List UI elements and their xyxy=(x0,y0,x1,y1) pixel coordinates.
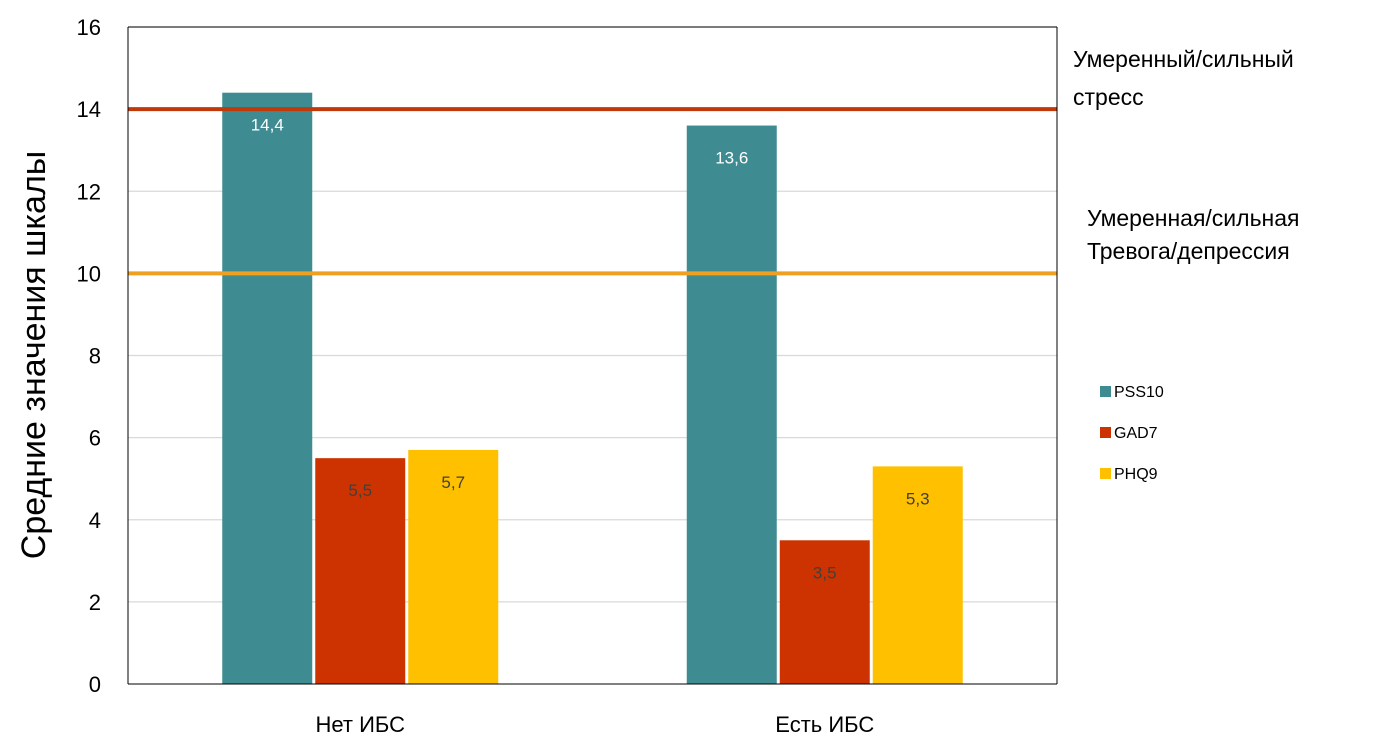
legend-swatch-phq9 xyxy=(1100,468,1111,479)
y-tick-label: 10 xyxy=(77,261,101,286)
y-axis-label: Средние значения шкалы xyxy=(15,151,53,559)
data-label: 5,5 xyxy=(348,481,372,500)
bar-gad7 xyxy=(315,458,406,684)
reference-line-label: стресс xyxy=(1073,84,1144,110)
legend-label: PSS10 xyxy=(1114,384,1164,401)
legend-swatch-gad7 xyxy=(1100,427,1111,438)
x-category-labels: Нет ИБС Есть ИБС xyxy=(316,712,875,737)
y-tick-labels: 0 2 4 6 8 10 12 14 16 xyxy=(77,15,101,697)
data-label: 5,7 xyxy=(441,473,465,492)
bar-gad7 xyxy=(779,540,870,684)
data-label: 3,5 xyxy=(813,563,837,582)
x-category-label: Есть ИБС xyxy=(775,712,874,737)
y-tick-label: 0 xyxy=(89,672,101,697)
data-label: 5,3 xyxy=(906,489,930,508)
data-label: 14,4 xyxy=(251,116,284,135)
legend: PSS10 GAD7 PHQ9 xyxy=(1100,384,1164,483)
reference-line-annotations: Умеренный/сильный стресс Умеренная/сильная… xyxy=(1073,46,1300,264)
bar-phq9 xyxy=(872,466,963,684)
y-tick-label: 6 xyxy=(89,426,101,451)
y-tick-label: 12 xyxy=(77,179,101,204)
bar-pss10 xyxy=(222,92,313,684)
legend-label: PHQ9 xyxy=(1114,466,1158,483)
y-tick-label: 4 xyxy=(89,508,101,533)
reference-lines xyxy=(128,107,1057,276)
bars xyxy=(222,92,963,685)
y-tick-label: 14 xyxy=(77,97,101,122)
reference-line-label: Умеренный/сильный xyxy=(1073,46,1294,72)
reference-line-label: Тревога/депрессия xyxy=(1087,238,1290,264)
y-tick-label: 8 xyxy=(89,344,101,369)
bar-pss10 xyxy=(686,125,777,685)
legend-label: GAD7 xyxy=(1114,425,1158,442)
data-label: 13,6 xyxy=(715,149,748,168)
y-tick-label: 16 xyxy=(77,15,101,40)
data-labels: 14,4 5,5 5,7 13,6 3,5 5,3 xyxy=(251,116,930,583)
x-category-label: Нет ИБС xyxy=(316,712,406,737)
legend-swatch-pss10 xyxy=(1100,386,1111,397)
reference-line-label: Умеренная/сильная xyxy=(1087,205,1300,231)
y-tick-label: 2 xyxy=(89,590,101,615)
bar-phq9 xyxy=(408,449,499,684)
axes xyxy=(127,26,1058,685)
